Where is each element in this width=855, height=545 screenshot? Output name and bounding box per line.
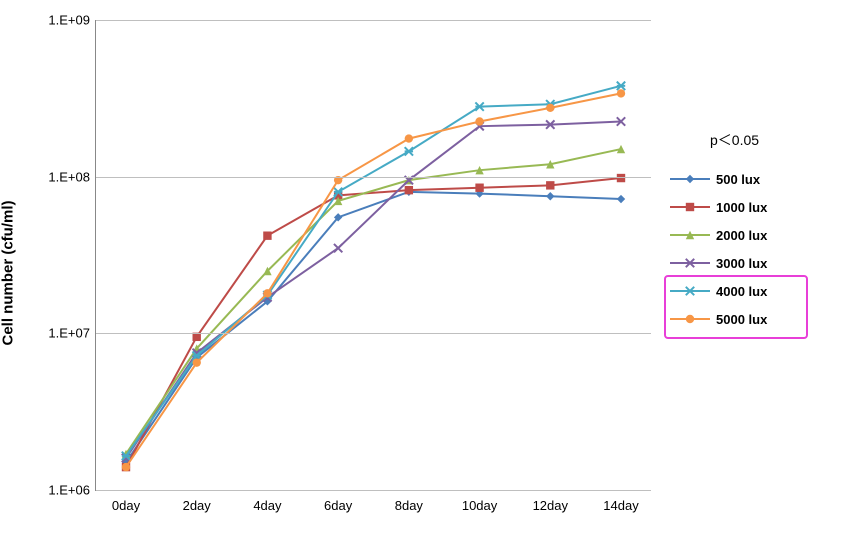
- series-marker: [617, 174, 625, 182]
- series-marker: [405, 134, 413, 142]
- xtick-label: 14day: [603, 498, 638, 513]
- legend-label: 4000 lux: [716, 284, 767, 299]
- ytick-label: 1.E+07: [48, 326, 90, 341]
- p-value-note: p＜0.05: [710, 130, 759, 150]
- ytick-label: 1.E+09: [48, 13, 90, 28]
- legend-item: 4000 lux: [670, 277, 840, 305]
- plot-area: 1.E+061.E+071.E+081.E+090day2day4day6day…: [95, 20, 651, 491]
- ytick-label: 1.E+06: [48, 483, 90, 498]
- xtick-label: 6day: [324, 498, 352, 513]
- series-marker: [405, 186, 413, 194]
- series-line: [126, 192, 621, 463]
- gridline: [96, 177, 651, 178]
- ytick-label: 1.E+08: [48, 169, 90, 184]
- series-line: [126, 178, 621, 467]
- series-marker: [475, 102, 483, 110]
- legend-label: 1000 lux: [716, 200, 767, 215]
- y-axis-label: Cell number (cfu/ml): [0, 200, 17, 345]
- series-marker: [546, 192, 554, 200]
- xtick-label: 2day: [183, 498, 211, 513]
- series-marker: [546, 181, 554, 189]
- series-marker: [617, 195, 625, 203]
- legend-swatch: [670, 282, 710, 300]
- series-marker: [617, 82, 625, 90]
- gridline: [96, 333, 651, 334]
- legend-item: 5000 lux: [670, 305, 840, 333]
- legend: 500 lux 1000 lux 2000 lux 3000 lux 4000 lux 5…: [670, 165, 840, 333]
- gridline: [96, 490, 651, 491]
- series-marker: [475, 184, 483, 192]
- legend-item: 3000 lux: [670, 249, 840, 277]
- xtick-label: 12day: [533, 498, 568, 513]
- chart-container: Cell number (cfu/ml) 1.E+061.E+071.E+081…: [0, 0, 855, 545]
- series-marker: [334, 244, 342, 252]
- series-marker: [263, 289, 271, 297]
- legend-item: 1000 lux: [670, 193, 840, 221]
- series-marker: [263, 231, 271, 239]
- legend-label: 3000 lux: [716, 256, 767, 271]
- series-marker: [193, 358, 201, 366]
- series-marker: [617, 89, 625, 97]
- gridline: [96, 20, 651, 21]
- legend-label: 2000 lux: [716, 228, 767, 243]
- legend-swatch: [670, 170, 710, 188]
- series-line: [126, 149, 621, 454]
- xtick-label: 4day: [253, 498, 281, 513]
- legend-swatch: [670, 254, 710, 272]
- legend-swatch: [670, 310, 710, 328]
- series-line: [126, 93, 621, 467]
- xtick-label: 8day: [395, 498, 423, 513]
- legend-label: 5000 lux: [716, 312, 767, 327]
- series-line: [126, 86, 621, 456]
- series-marker: [405, 147, 413, 155]
- series-marker: [546, 104, 554, 112]
- chart-lines-svg: [96, 20, 651, 490]
- legend-label: 500 lux: [716, 172, 760, 187]
- series-marker: [475, 117, 483, 125]
- series-marker: [122, 463, 130, 471]
- xtick-label: 0day: [112, 498, 140, 513]
- legend-swatch: [670, 198, 710, 216]
- legend-item: 2000 lux: [670, 221, 840, 249]
- legend-swatch: [670, 226, 710, 244]
- legend-item: 500 lux: [670, 165, 840, 193]
- xtick-label: 10day: [462, 498, 497, 513]
